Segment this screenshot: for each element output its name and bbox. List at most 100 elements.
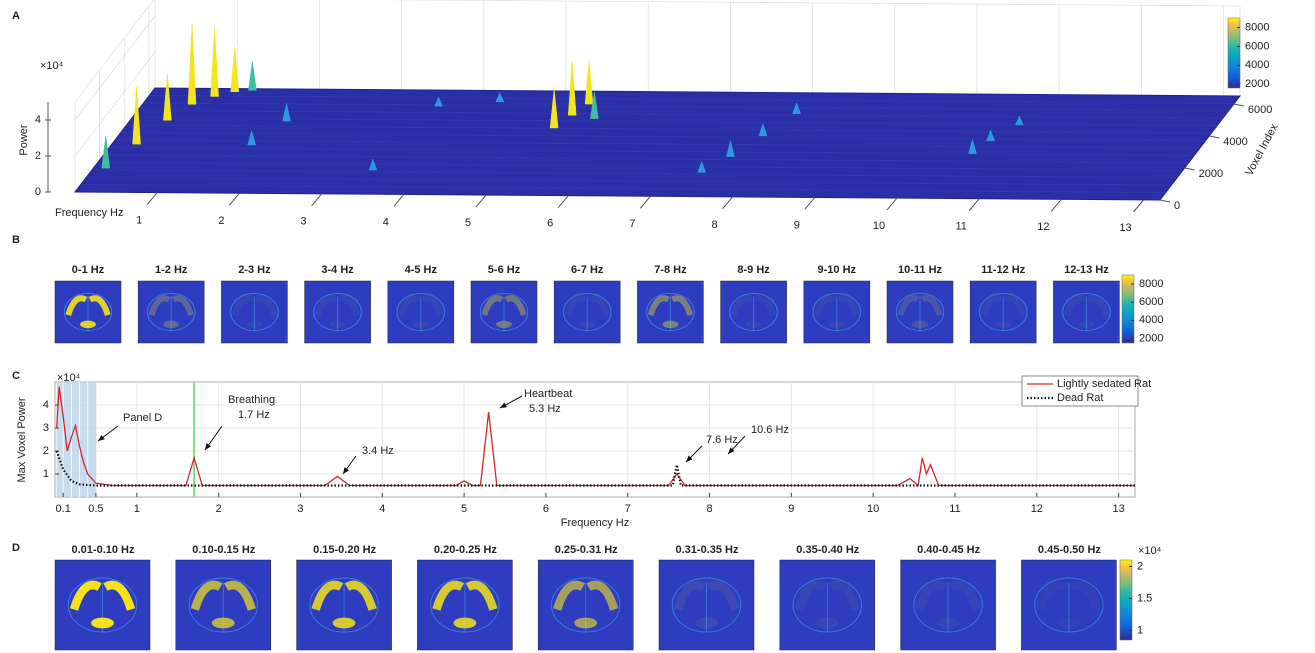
colorbar-tick-label: 6000 <box>1139 296 1163 308</box>
colorbar <box>1122 275 1134 343</box>
spike <box>248 62 256 91</box>
panel-label: C <box>12 370 20 382</box>
x-tick <box>887 198 897 210</box>
image-label: 8-9 Hz <box>737 264 770 276</box>
x-tick <box>1134 200 1144 212</box>
x-tick-label: 11 <box>949 503 960 515</box>
z-tick-label: 0 <box>35 186 41 198</box>
z-axis-label: Power <box>18 124 30 156</box>
x-tick-label: 13 <box>1113 503 1125 515</box>
activity-core <box>496 321 512 328</box>
image-label: 0.15-0.20 Hz <box>313 544 376 556</box>
image-label: 10-11 Hz <box>898 264 943 276</box>
activity-core <box>413 321 429 328</box>
box-edge <box>155 0 1240 6</box>
colorbar <box>1228 18 1240 88</box>
annotation: Panel D <box>123 412 162 424</box>
y-tick-label: 4 <box>43 399 49 411</box>
activity-core <box>816 618 839 629</box>
activity-core <box>212 618 235 629</box>
y-tick <box>1160 200 1170 202</box>
y-tick-label: 0 <box>1174 200 1180 212</box>
activity-core <box>91 618 114 629</box>
x-tick-label: 0.1 <box>56 503 71 515</box>
image-label: 6-7 Hz <box>571 264 604 276</box>
x-tick-label: 3 <box>301 216 307 228</box>
image-label: 0.20-0.25 Hz <box>434 544 497 556</box>
image-label: 0.35-0.40 Hz <box>796 544 859 556</box>
panel-label: A <box>12 10 20 22</box>
image-label: 2-3 Hz <box>238 264 271 276</box>
figure: A B C D 12345678910111213020004000600002… <box>0 0 1315 653</box>
x-tick-label: 10 <box>867 503 879 515</box>
activity-core <box>246 321 262 328</box>
activity-core <box>80 321 96 328</box>
image-label: 3-4 Hz <box>321 264 354 276</box>
x-tick <box>394 194 404 206</box>
activity-core <box>1058 618 1081 629</box>
spike <box>568 61 576 115</box>
panel-label: D <box>12 542 20 554</box>
image-label: 0.45-0.50 Hz <box>1038 544 1101 556</box>
x-tick-label: 9 <box>794 219 800 231</box>
x-tick <box>476 195 486 207</box>
colorbar <box>1120 560 1132 640</box>
x-tick <box>640 196 650 208</box>
colorbar-tick-label: 1.5 <box>1137 592 1152 604</box>
x-tick <box>1051 199 1061 211</box>
y-tick <box>1209 136 1219 138</box>
x-tick <box>805 197 815 209</box>
annotation: 10.6 Hz <box>751 424 789 436</box>
x-tick-label: 12 <box>1031 503 1043 515</box>
y-tick-label: 3 <box>43 422 49 434</box>
activity-core <box>333 618 356 629</box>
x-tick-label: 6 <box>543 503 549 515</box>
x-tick <box>969 199 979 211</box>
image-label: 0.25-0.31 Hz <box>555 544 618 556</box>
shaded-range <box>57 382 96 497</box>
x-tick-label: 13 <box>1119 222 1131 234</box>
activity-core <box>829 321 845 328</box>
z-exponent: ×10⁴ <box>40 60 64 72</box>
y-tick-label: 4000 <box>1223 136 1247 148</box>
image-label: 0.31-0.35 Hz <box>676 544 739 556</box>
activity-core <box>1078 321 1094 328</box>
activity-core <box>330 321 346 328</box>
x-tick-label: 7 <box>629 218 635 230</box>
x-tick-label: 5 <box>461 503 467 515</box>
activity-core <box>454 618 477 629</box>
image-label: 1-2 Hz <box>155 264 188 276</box>
z-tick-label: 2 <box>35 150 41 162</box>
y-axis-label: Max Voxel Power <box>16 397 28 482</box>
x-tick-label: 8 <box>706 503 712 515</box>
y-tick-label: 2000 <box>1199 168 1223 180</box>
activity-core <box>937 618 960 629</box>
x-tick-label: 10 <box>873 220 885 232</box>
annotation: Breathing <box>228 394 275 406</box>
x-tick <box>558 196 568 208</box>
x-tick-label: 2 <box>218 215 224 227</box>
x-tick-label: 9 <box>788 503 794 515</box>
spike <box>211 28 219 96</box>
x-tick <box>723 197 733 209</box>
x-tick-label: 11 <box>955 221 966 233</box>
image-label: 4-5 Hz <box>405 264 438 276</box>
x-tick-label: 2 <box>216 503 222 515</box>
x-tick-label: 4 <box>383 216 389 228</box>
x-tick-label: 1 <box>136 215 142 227</box>
x-tick <box>147 193 157 205</box>
y-tick <box>1185 168 1195 170</box>
x-axis-label: Frequency Hz <box>561 517 629 529</box>
colorbar-tick-label: 8000 <box>1245 21 1269 33</box>
image-label: 0.40-0.45 Hz <box>917 544 980 556</box>
x-tick <box>229 193 239 205</box>
y-exponent: ×10⁴ <box>57 372 81 384</box>
x-tick-label: 6 <box>547 218 553 230</box>
colorbar-tick-label: 2000 <box>1139 332 1163 344</box>
panel-label: B <box>12 234 20 246</box>
activity-core <box>662 321 678 328</box>
image-label: 5-6 Hz <box>488 264 521 276</box>
y-tick-label: 2 <box>43 445 49 457</box>
colorbar-tick-label: 4000 <box>1139 314 1163 326</box>
y-tick-label: 6000 <box>1248 104 1272 116</box>
